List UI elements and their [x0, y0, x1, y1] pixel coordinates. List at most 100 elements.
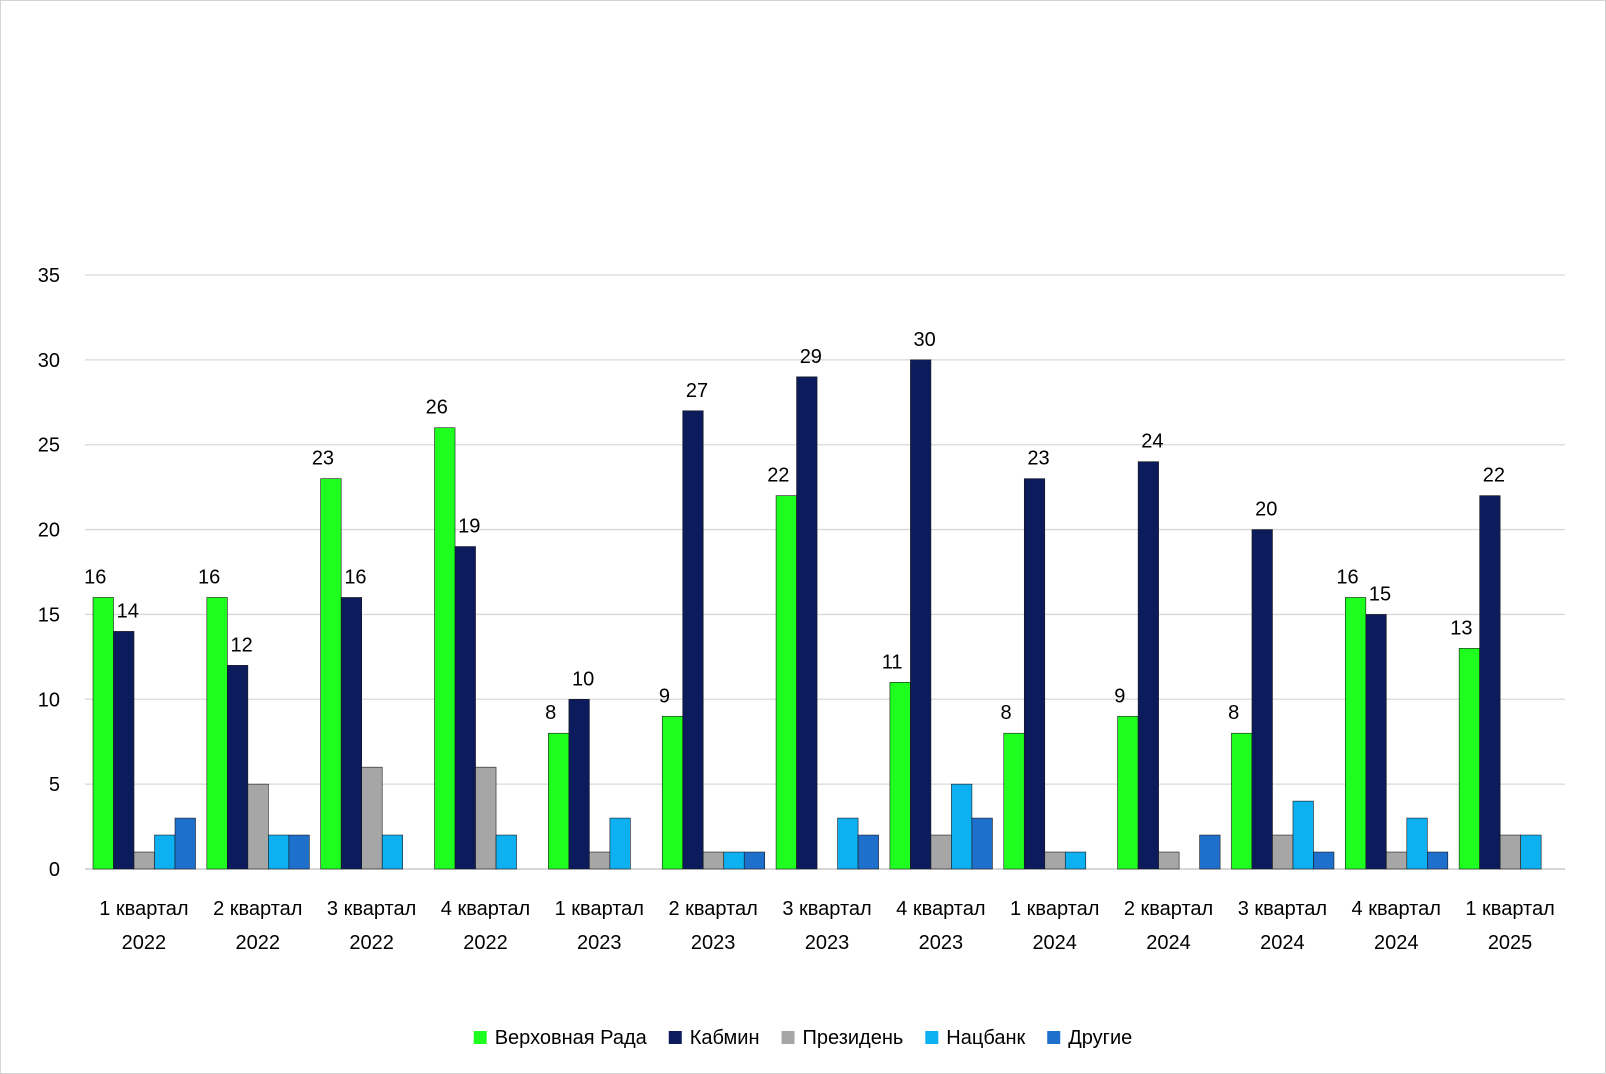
legend-label: Верховная Рада [495, 1027, 648, 1049]
x-tick-label: 2024 [1374, 932, 1419, 954]
data-label: 8 [545, 702, 556, 724]
data-label: 20 [1255, 499, 1277, 521]
data-label: 26 [426, 397, 448, 419]
data-label: 24 [1141, 431, 1163, 453]
data-label: 10 [572, 668, 594, 690]
x-tick-label: 4 квартал [441, 898, 530, 920]
y-tick-label: 25 [38, 435, 60, 457]
data-label: 8 [1228, 702, 1239, 724]
data-label: 15 [1369, 583, 1391, 605]
y-tick-label: 5 [49, 774, 60, 796]
data-labels: 16 14 16 12 23 16 26 19 8 10 9 27 22 29 11 30 8 23 9 24 8 20 1… [84, 329, 1505, 724]
bar [857, 834, 879, 870]
bar [1458, 648, 1480, 870]
bar [475, 766, 497, 870]
y-tick-label: 15 [38, 604, 60, 626]
data-label: 9 [1114, 685, 1125, 707]
bar [743, 851, 766, 870]
x-tick-label: 2 квартал [1124, 898, 1213, 920]
bar [268, 834, 290, 870]
legend-swatch [925, 1031, 939, 1044]
x-tick-label: 4 квартал [1352, 898, 1441, 920]
bar [288, 834, 310, 870]
x-tick-label: 3 квартал [327, 898, 416, 920]
x-tick-label: 2 квартал [213, 898, 302, 920]
bar [495, 834, 517, 870]
bar [1313, 851, 1335, 870]
data-label: 23 [312, 448, 334, 470]
bar [568, 698, 590, 870]
legend-swatch [668, 1031, 682, 1044]
data-label: 14 [117, 600, 139, 622]
y-tick-label: 0 [49, 859, 60, 881]
bar [1199, 834, 1221, 870]
bar [1406, 817, 1428, 870]
bar [1044, 851, 1066, 870]
bar [548, 732, 570, 870]
bar [1345, 597, 1367, 870]
bar [434, 427, 456, 870]
legend-swatch [473, 1031, 487, 1044]
legend-swatch [1047, 1031, 1061, 1044]
y-axis: 0 5 10 15 20 25 30 35 [38, 265, 60, 881]
y-tick-label: 20 [38, 520, 60, 542]
data-label: 23 [1027, 448, 1049, 470]
x-tick-label: 2023 [691, 932, 736, 954]
bar [133, 851, 155, 870]
bar [589, 851, 611, 870]
bar [1003, 732, 1025, 870]
legend: Верховная Рада Кабмин Президень Нацбанк Друг… [473, 1027, 1132, 1049]
bar [910, 359, 932, 870]
bar [951, 783, 973, 870]
data-label: 12 [230, 634, 252, 656]
bar [154, 834, 176, 870]
bar [609, 817, 631, 870]
bar [1292, 800, 1314, 870]
y-tick-label: 35 [38, 265, 60, 287]
legend-label: Кабмин [690, 1027, 760, 1049]
x-tick-label: 2024 [1146, 932, 1191, 954]
x-tick-label: 2022 [463, 932, 508, 954]
x-tick-label: 1 квартал [1465, 898, 1554, 920]
bar [174, 817, 196, 870]
bar [361, 766, 383, 870]
bar [1272, 834, 1294, 870]
bar [1520, 834, 1542, 870]
bar [1231, 732, 1253, 870]
bar [1365, 614, 1387, 870]
bars [92, 359, 1542, 870]
x-tick-label: 3 квартал [782, 898, 871, 920]
bar [1117, 715, 1139, 870]
data-label: 16 [1336, 566, 1358, 588]
data-label: 16 [84, 566, 106, 588]
x-tick-label: 2025 [1488, 932, 1533, 954]
bar [1251, 529, 1273, 870]
bar [381, 834, 403, 870]
x-tick-label: 2022 [349, 932, 394, 954]
x-tick-label: 3 квартал [1238, 898, 1327, 920]
x-tick-label: 2024 [1032, 932, 1077, 954]
bar [682, 410, 704, 870]
data-label: 22 [1483, 465, 1505, 487]
bar [454, 546, 476, 870]
data-label: 8 [1000, 702, 1011, 724]
data-label: 30 [914, 329, 936, 351]
bar [340, 597, 362, 870]
bar [930, 834, 952, 870]
data-label: 29 [800, 346, 822, 368]
data-label: 19 [458, 516, 480, 538]
bar [92, 597, 114, 870]
bar [723, 851, 745, 870]
bar [837, 817, 859, 870]
x-tick-label: 1 квартал [1010, 898, 1099, 920]
bar [227, 665, 249, 870]
bar [320, 478, 342, 870]
y-tick-label: 10 [38, 689, 60, 711]
x-tick-label: 4 квартал [896, 898, 985, 920]
bar [1023, 478, 1046, 870]
y-tick-label: 30 [38, 350, 60, 372]
bar [775, 495, 797, 870]
data-label: 16 [198, 566, 220, 588]
bar [247, 783, 269, 870]
